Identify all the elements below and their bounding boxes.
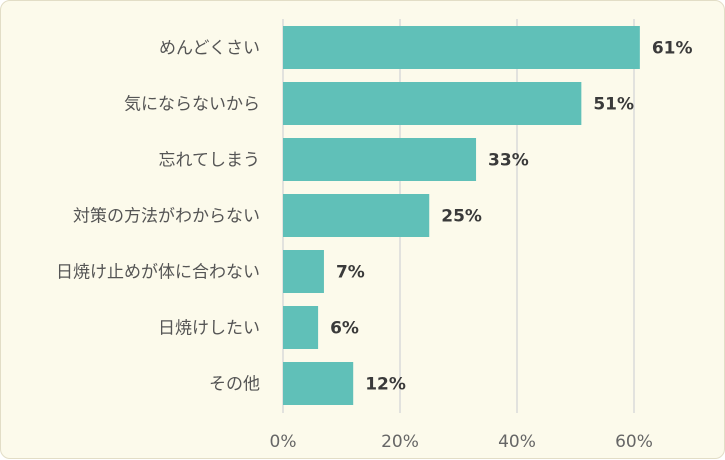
category-label: 日焼けしたい bbox=[158, 319, 260, 339]
value-label: 33% bbox=[488, 151, 529, 171]
category-label: めんどくさい bbox=[159, 39, 260, 59]
x-tick-label: 60% bbox=[615, 432, 653, 452]
value-label: 51% bbox=[593, 95, 634, 115]
category-label: その他 bbox=[209, 375, 260, 395]
x-tick-label: 20% bbox=[381, 432, 419, 452]
category-label: 気にならないから bbox=[124, 95, 260, 115]
bar bbox=[283, 138, 477, 181]
x-tick-label: 40% bbox=[498, 432, 536, 452]
value-label: 25% bbox=[441, 207, 482, 227]
category-labels: めんどくさい気にならないから忘れてしまう対策の方法がわからない日焼け止めが体に合… bbox=[56, 39, 260, 395]
bar bbox=[283, 26, 640, 69]
category-label: 対策の方法がわからない bbox=[73, 207, 260, 227]
value-label: 61% bbox=[652, 39, 693, 59]
value-labels: 61% 51% 33% 25% 7% 6% 12% bbox=[330, 39, 692, 395]
category-label: 日焼け止めが体に合わない bbox=[56, 263, 260, 283]
bar bbox=[283, 362, 354, 405]
bar bbox=[283, 306, 319, 349]
value-label: 6% bbox=[330, 319, 359, 339]
bar bbox=[283, 194, 430, 237]
x-tick-labels: 0% 20% 40% 60% bbox=[270, 432, 653, 452]
bars bbox=[283, 26, 640, 405]
value-label: 12% bbox=[365, 375, 406, 395]
category-label: 忘れてしまう bbox=[159, 151, 261, 171]
bar bbox=[283, 82, 582, 125]
bar bbox=[283, 250, 324, 293]
value-label: 7% bbox=[336, 263, 365, 283]
x-tick-label: 0% bbox=[270, 432, 297, 452]
